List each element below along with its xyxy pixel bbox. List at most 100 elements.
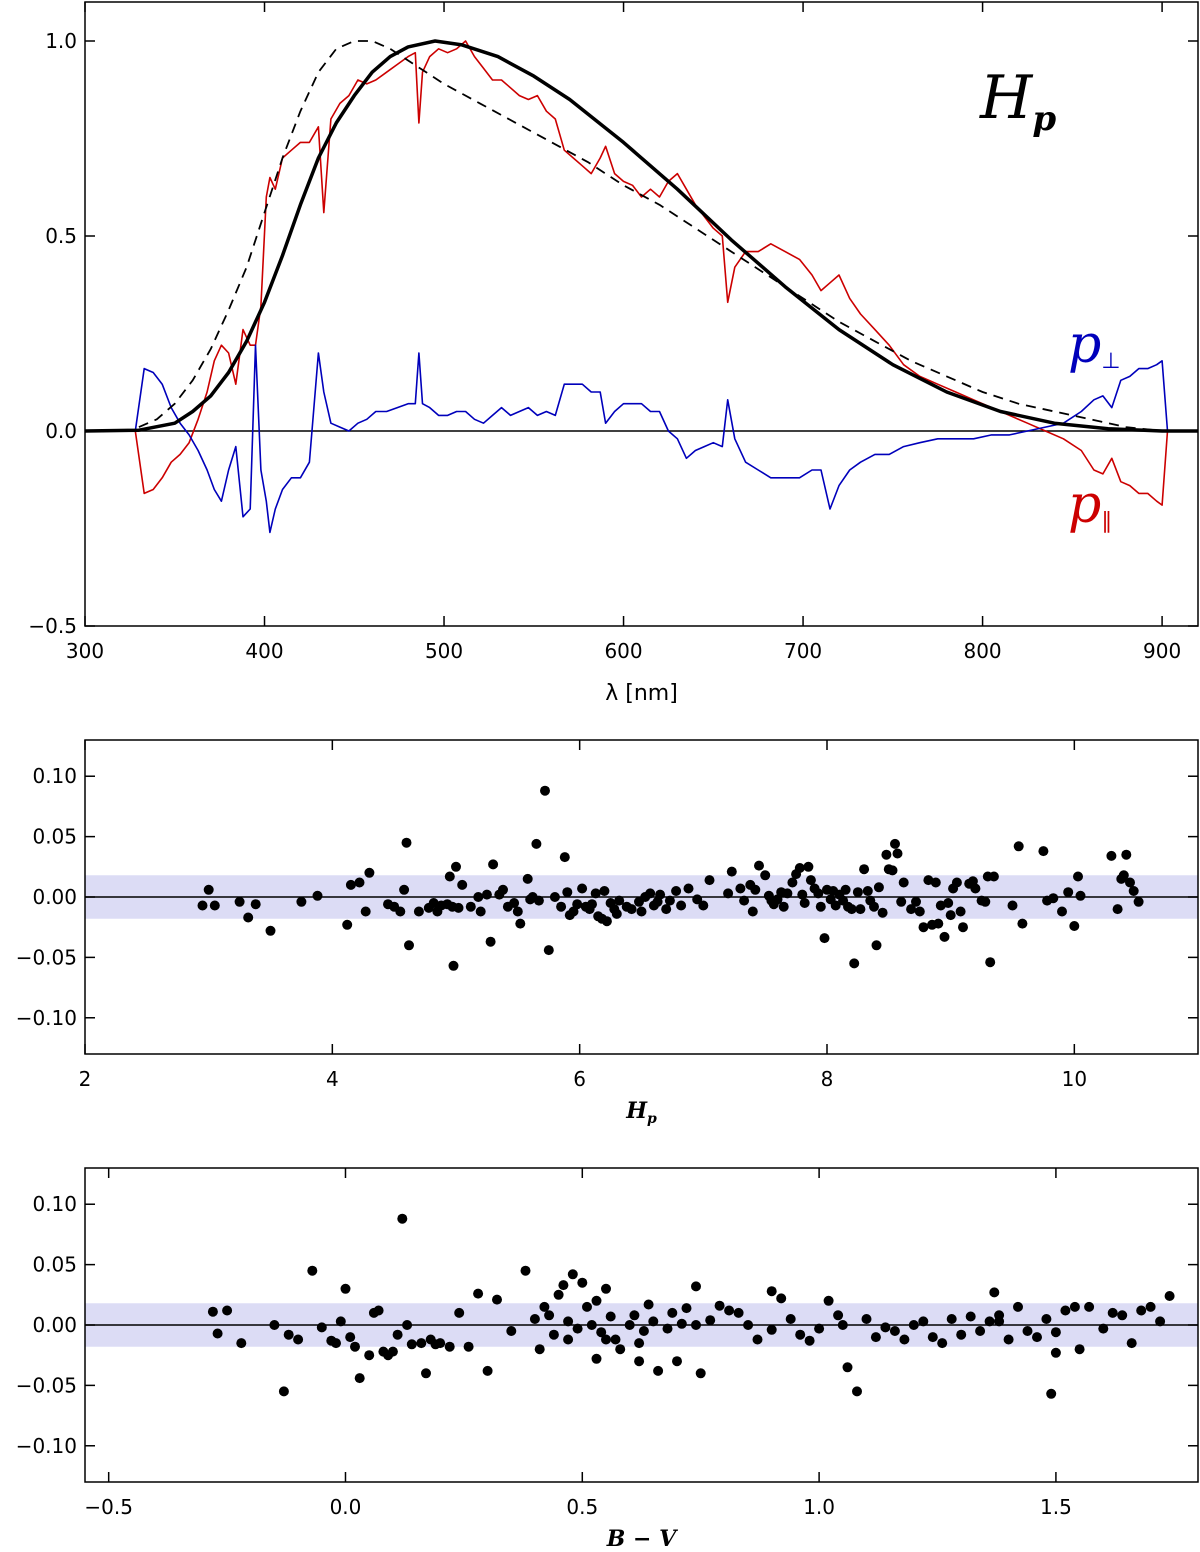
hp-point — [498, 884, 508, 895]
spectral-x-tick-label: 900 — [1143, 639, 1181, 663]
bv-point — [638, 1326, 649, 1336]
hp-point — [401, 837, 412, 848]
hp-point — [481, 889, 492, 900]
hp-point — [698, 900, 709, 911]
hp-point — [636, 906, 647, 917]
bv-point — [695, 1368, 706, 1379]
bv-point — [444, 1341, 455, 1352]
hp-x-tick-label: 2 — [79, 1067, 92, 1091]
hp-point — [890, 838, 900, 849]
hp-point — [815, 901, 826, 912]
bv-point — [852, 1386, 862, 1397]
bv-point — [364, 1350, 375, 1361]
bv-x-tick-label: 0.0 — [330, 1495, 362, 1519]
hp-point — [735, 883, 746, 894]
bv-point — [615, 1344, 626, 1355]
hp-point — [1112, 904, 1123, 915]
hp-point — [671, 886, 682, 896]
hp-x-tick-label: 10 — [1062, 1067, 1087, 1091]
bv-point — [1046, 1388, 1057, 1399]
reference-dashed-curve — [138, 40, 1163, 432]
bv-point — [591, 1353, 602, 1364]
bv-point — [529, 1314, 540, 1324]
hp-point — [754, 860, 764, 871]
hp-point — [859, 864, 870, 875]
hp-point — [645, 888, 656, 899]
bv-point — [1145, 1301, 1156, 1312]
bv-point — [814, 1323, 825, 1334]
bv-point — [596, 1327, 607, 1338]
hp-point — [1121, 849, 1132, 860]
spectral-panel: 300 400 500 600 700 800 900 −0.5 0.0 0.5 1.0 λ [nm… — [28, 1, 1199, 706]
hp-point — [877, 907, 888, 918]
hp-point — [1125, 877, 1135, 888]
hp-point — [473, 892, 484, 902]
bv-point — [965, 1311, 976, 1322]
hp-point — [805, 875, 816, 886]
bv-point — [558, 1280, 569, 1291]
bv-point — [563, 1316, 574, 1327]
bv-point — [672, 1356, 682, 1367]
bv-point — [634, 1338, 645, 1349]
hp-point — [549, 892, 560, 902]
hp-point — [197, 900, 208, 911]
hp-point — [556, 901, 567, 912]
bv-point — [421, 1368, 431, 1379]
bv-point — [544, 1310, 555, 1321]
bv-point — [681, 1303, 692, 1314]
hp-residual-panel: 2 4 6 8 10 −0.10 −0.05 0.00 0.05 0.10 Hp — [16, 739, 1199, 1127]
p-perp-curve — [85, 344, 1198, 534]
bv-point — [506, 1326, 517, 1336]
hp-point — [533, 895, 544, 906]
hp-point — [453, 902, 464, 913]
bv-point — [283, 1329, 294, 1340]
bv-point — [350, 1341, 360, 1352]
bv-point — [1164, 1291, 1175, 1301]
p-perp-label: p⊥ — [1068, 315, 1120, 375]
bv-point — [662, 1323, 673, 1334]
hp-point — [760, 870, 771, 881]
bv-point — [463, 1341, 474, 1352]
bv-point — [691, 1320, 701, 1330]
hp-point — [1118, 870, 1129, 881]
hp-point — [918, 922, 929, 933]
hp-point — [203, 884, 214, 895]
hp-point — [813, 888, 824, 899]
hp-point — [849, 958, 860, 969]
p-par-label: p∥ — [1068, 475, 1112, 535]
bv-point — [269, 1320, 280, 1330]
hp-point — [1133, 896, 1144, 907]
hp-point — [881, 849, 892, 860]
bv-point — [548, 1329, 559, 1340]
hp-point — [906, 904, 917, 915]
bv-point — [553, 1289, 564, 1300]
bv-point — [236, 1338, 247, 1349]
hp-point — [488, 859, 499, 870]
hp-point — [1063, 887, 1074, 898]
bv-point — [629, 1310, 640, 1321]
hp-point — [475, 906, 486, 917]
bv-point — [842, 1362, 853, 1373]
hp-point — [1013, 841, 1024, 852]
p-perp-label-subscript: ⊥ — [1101, 349, 1120, 374]
hp-point — [655, 889, 666, 900]
hp-point — [572, 899, 583, 910]
spectral-x-tick-label: 700 — [784, 639, 822, 663]
spectral-x-tick-label: 400 — [245, 639, 283, 663]
bv-point — [861, 1314, 872, 1324]
bv-point — [1069, 1301, 1080, 1312]
bv-point — [795, 1329, 806, 1340]
bv-point — [397, 1213, 408, 1224]
bv-point — [1022, 1326, 1033, 1336]
spectral-x-tick-label: 600 — [604, 639, 642, 663]
hp-point — [887, 865, 898, 876]
hp-point — [782, 888, 793, 899]
hp-point — [250, 899, 261, 910]
bv-point — [335, 1316, 346, 1327]
hp-point — [830, 900, 841, 911]
bv-y-tick-label: 0.05 — [32, 1253, 77, 1277]
hp-point — [1017, 918, 1028, 929]
bv-point — [1013, 1301, 1023, 1312]
bv-point — [1060, 1305, 1071, 1316]
hp-y-tick-label: −0.10 — [16, 1006, 77, 1030]
